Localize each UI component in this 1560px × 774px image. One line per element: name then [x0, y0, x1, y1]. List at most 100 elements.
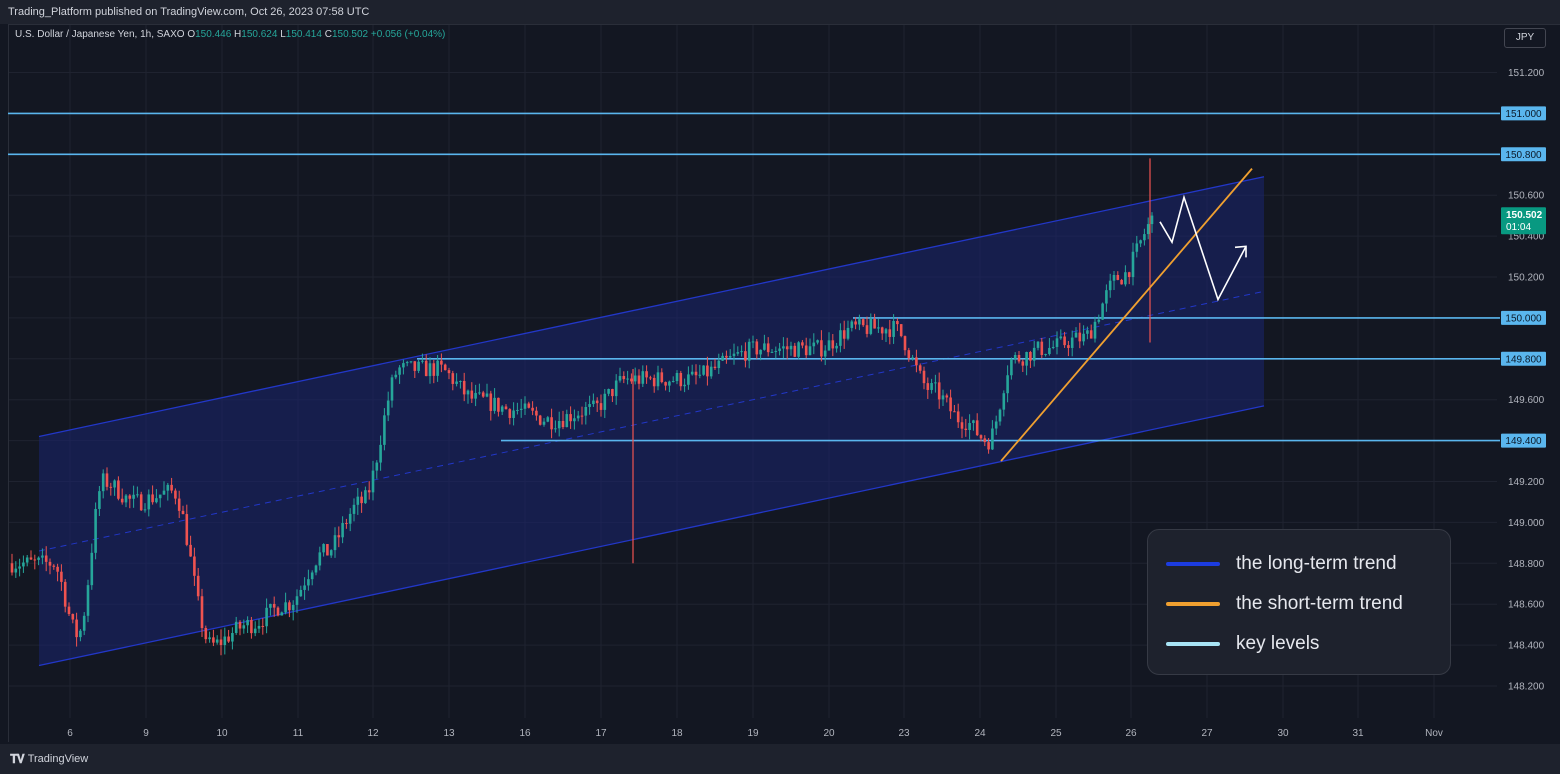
candle-body: [1150, 215, 1154, 225]
candle-body: [637, 375, 641, 384]
candle-body: [329, 550, 333, 556]
candle-body: [683, 384, 686, 387]
price-tick-label: 150.400: [1508, 232, 1545, 243]
candle-body: [432, 363, 436, 376]
candle-body: [747, 341, 751, 361]
publisher-bar: Trading_Platform published on TradingVie…: [0, 0, 1560, 24]
candle-body: [580, 415, 584, 417]
price-chart[interactable]: 151.200 151.000 150.800 150.600 150.400 150.2…: [0, 0, 1560, 744]
candle-body: [816, 340, 819, 343]
chart-frame: [8, 24, 1560, 742]
candle-body: [801, 342, 804, 346]
candle-body: [831, 340, 835, 349]
candle-body: [968, 423, 971, 431]
price-tick-label: 148.200: [1508, 682, 1545, 693]
candle-body: [649, 377, 652, 379]
short-term-trend: [1000, 168, 1253, 462]
candle-body: [994, 421, 998, 429]
candle-body: [1112, 275, 1116, 281]
candle-body: [185, 514, 189, 545]
candle-body: [698, 374, 702, 376]
time-tick-label: Nov: [1425, 728, 1443, 739]
candle-body: [333, 535, 337, 551]
price-level-badge: [1501, 147, 1546, 162]
candle-body: [1051, 346, 1055, 348]
candle-body: [611, 389, 614, 397]
candle-body: [295, 596, 299, 605]
candle-body: [774, 350, 778, 352]
candle-body: [823, 350, 827, 357]
candle-body: [1010, 359, 1013, 376]
candle-body: [630, 378, 633, 382]
candle-body: [143, 509, 147, 511]
candle-body: [14, 568, 18, 573]
tradingview-logo[interactable]: 𝐓𝐕 TradingView: [10, 744, 88, 774]
candle-body: [854, 321, 857, 325]
candle-body: [546, 417, 550, 422]
candle-body: [1055, 338, 1059, 347]
candle-body: [200, 596, 204, 628]
candle-body: [250, 619, 253, 634]
candle-body: [664, 382, 667, 386]
price-level-badge: [1501, 433, 1546, 448]
candle-body: [128, 495, 132, 499]
short-term-trend-line: [1000, 168, 1253, 462]
candle-body: [504, 406, 508, 410]
candle-body: [725, 355, 728, 358]
candle-body: [261, 625, 265, 627]
time-axis[interactable]: 6 9 10 11 12 13 16 17 18 19 20 23 24 25 26 27 30 31 Nov: [67, 728, 1443, 739]
candle-body: [907, 350, 911, 359]
price-level-badge-label: 150.800: [1505, 150, 1542, 161]
candle-body: [561, 420, 565, 428]
candle-body: [622, 376, 626, 380]
price-level-badge-label: 149.800: [1505, 354, 1542, 365]
candle-body: [117, 480, 120, 499]
candle-body: [960, 422, 964, 429]
candle-body: [162, 490, 166, 495]
low-label: L: [280, 29, 286, 40]
currency-button[interactable]: JPY: [1504, 28, 1546, 48]
candle-body: [105, 473, 109, 487]
candle-body: [75, 619, 78, 638]
key-levels: [8, 112, 1500, 442]
candle-body: [231, 632, 234, 642]
candle-body: [835, 345, 838, 349]
legend-info-box: the long-term trend the short-term trend…: [1147, 529, 1451, 675]
time-tick-label: 19: [747, 728, 759, 739]
candle-body: [1139, 240, 1142, 244]
candle-body: [147, 494, 151, 510]
price-tick-label: 148.800: [1508, 559, 1545, 570]
candle-body: [839, 330, 842, 346]
time-tick-label: 16: [519, 728, 531, 739]
candle-body: [41, 555, 44, 558]
candle-body: [29, 557, 33, 560]
candle-body: [599, 403, 603, 410]
candle-body: [1021, 361, 1025, 366]
candle-body: [808, 346, 812, 356]
candle-body: [789, 345, 793, 350]
candle-body: [1086, 330, 1089, 334]
candle-body: [424, 360, 428, 377]
candle-body: [348, 513, 352, 524]
candle-body: [550, 417, 553, 430]
candle-body: [189, 544, 192, 557]
candle-body: [1032, 347, 1036, 361]
candle-body: [67, 606, 71, 615]
candle-body: [455, 381, 458, 384]
candle-body: [763, 343, 766, 350]
candle-body: [421, 360, 424, 362]
candle-body: [645, 371, 648, 378]
candle-body: [694, 371, 698, 376]
candle-body: [842, 330, 846, 339]
candle-body: [554, 428, 557, 430]
candle-body: [915, 357, 918, 366]
candle-body: [462, 380, 466, 395]
time-tick-label: 30: [1277, 728, 1289, 739]
candle-body: [953, 411, 956, 413]
footer-bar: 𝐓𝐕 TradingView: [0, 744, 1560, 774]
time-tick-label: 13: [443, 728, 455, 739]
candle-body: [759, 349, 762, 355]
candle-body: [318, 552, 322, 566]
price-axis[interactable]: 151.200 151.000 150.800 150.600 150.400 150.2…: [1501, 68, 1546, 693]
candle-body: [405, 362, 409, 364]
